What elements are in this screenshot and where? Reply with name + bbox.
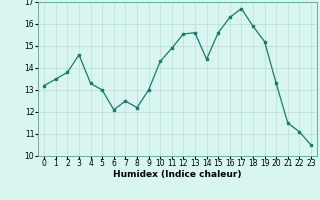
X-axis label: Humidex (Indice chaleur): Humidex (Indice chaleur)	[113, 170, 242, 179]
